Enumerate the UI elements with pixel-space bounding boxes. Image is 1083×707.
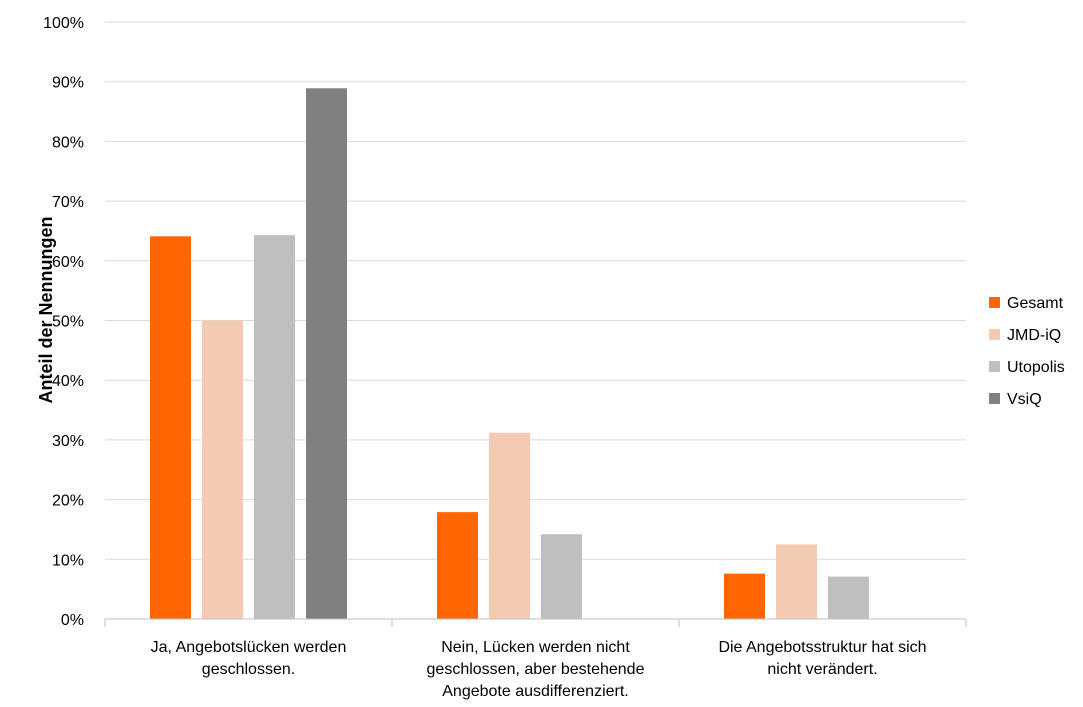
y-tick-label: 60% <box>52 254 84 271</box>
legend-swatch <box>989 361 1000 372</box>
bar-gesamt <box>724 573 765 619</box>
bar-gesamt <box>150 236 191 619</box>
x-axis <box>104 618 967 627</box>
y-tick-label: 10% <box>52 552 84 569</box>
legend-swatch <box>989 329 1000 340</box>
x-category-label: Ja, Angebotslücken werden geschlossen. <box>151 639 347 678</box>
legend-label: Utopolis <box>1007 359 1065 376</box>
gridlines <box>105 21 966 620</box>
y-tick-label: 100% <box>43 15 84 32</box>
legend-label: VsiQ <box>1007 391 1042 408</box>
bar-utopolis <box>254 235 295 619</box>
bars <box>150 88 869 620</box>
y-axis-ticks: 0% 10% 20% 30% 40% 50% 60% 70% 80% 90% 100% <box>43 15 84 629</box>
x-category-label: Nein, Lücken werden nicht geschlossen, ab… <box>427 639 645 700</box>
bar-utopolis <box>828 576 869 619</box>
bar-gesamt <box>437 512 478 619</box>
bar-jmd-iq <box>489 432 530 619</box>
bar-utopolis <box>541 534 582 619</box>
y-tick-label: 50% <box>52 314 84 331</box>
x-category-label: Die Angebotsstruktur hat sich nicht verän… <box>718 639 926 678</box>
legend-label: Gesamt <box>1007 295 1064 312</box>
y-tick-label: 70% <box>52 194 84 211</box>
legend-swatch <box>989 297 1000 308</box>
bar-jmd-iq <box>776 544 817 619</box>
y-tick-label: 0% <box>61 612 84 629</box>
legend: Gesamt JMD-iQ Utopolis VsiQ <box>989 295 1065 408</box>
y-tick-label: 40% <box>52 373 84 390</box>
y-tick-label: 20% <box>52 493 84 510</box>
y-tick-label: 90% <box>52 75 84 92</box>
x-axis-labels: Ja, Angebotslücken werden geschlossen. Nei… <box>151 639 927 700</box>
bar-jmd-iq <box>202 320 243 619</box>
y-axis-label: Anteil der Nennungen <box>36 216 56 403</box>
y-tick-label: 80% <box>52 134 84 151</box>
legend-swatch <box>989 393 1000 404</box>
y-tick-label: 30% <box>52 433 84 450</box>
bar-vsiq <box>306 88 347 620</box>
legend-label: JMD-iQ <box>1007 327 1061 344</box>
